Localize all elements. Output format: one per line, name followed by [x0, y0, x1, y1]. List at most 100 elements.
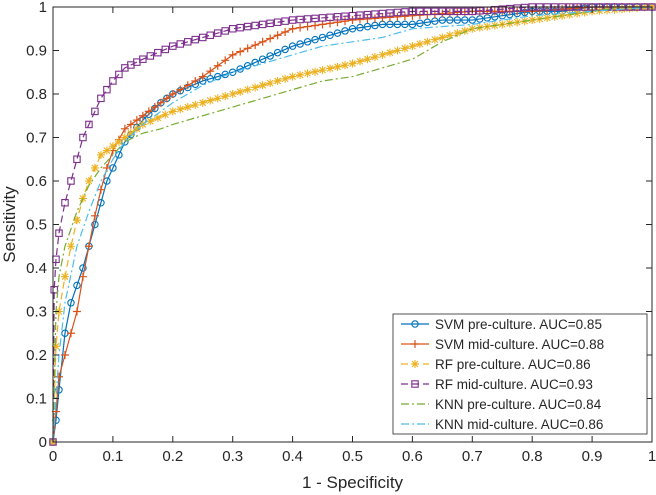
- data-point: [176, 85, 185, 94]
- y-tick-label: 0.3: [26, 304, 47, 321]
- data-point: [341, 61, 350, 70]
- data-point: [251, 83, 260, 92]
- data-point: [206, 67, 215, 76]
- data-point: [266, 52, 274, 60]
- data-point: [266, 19, 274, 28]
- data-point: [132, 124, 141, 133]
- data-point: [120, 133, 129, 142]
- data-point: [355, 15, 364, 24]
- legend-label: RF mid-culture. AUC=0.93: [435, 377, 593, 392]
- data-point: [378, 9, 387, 18]
- data-point: [520, 3, 529, 12]
- data-point: [199, 33, 207, 42]
- legend-label: SVM pre-culture. AUC=0.85: [435, 317, 602, 332]
- data-point: [162, 94, 171, 103]
- data-point: [161, 110, 170, 119]
- data-point: [431, 7, 439, 16]
- data-point: [348, 59, 357, 68]
- data-point: [453, 29, 462, 38]
- data-point: [371, 10, 379, 18]
- data-point: [150, 103, 159, 112]
- legend-label: RF pre-culture. AUC=0.86: [435, 357, 591, 372]
- data-point: [416, 19, 424, 28]
- data-point: [363, 55, 372, 64]
- x-tick-label: 0.1: [102, 448, 123, 465]
- data-point: [408, 20, 417, 29]
- data-point: [303, 22, 312, 31]
- data-point: [416, 7, 424, 16]
- data-point: [393, 46, 402, 55]
- data-point: [356, 11, 364, 19]
- ticks-layer: 0 0.1 0.2 0.3 0.4 0.5 0.6 0.7 0.8 0.9 1 0 0.1 0.2 0.3 0…: [26, 0, 656, 465]
- data-point: [236, 23, 244, 32]
- data-point: [79, 133, 87, 142]
- legend-box: [392, 313, 648, 435]
- y-tick-label: 0: [39, 434, 47, 451]
- data-point: [251, 21, 259, 30]
- data-point: [51, 342, 60, 351]
- x-tick-label: 0: [49, 448, 57, 465]
- y-tick-label: 0.6: [26, 173, 47, 190]
- data-point: [453, 7, 462, 16]
- data-point: [333, 29, 342, 37]
- data-point: [153, 113, 162, 122]
- y-tick-label: 0.7: [26, 130, 47, 147]
- data-point: [363, 10, 372, 19]
- data-point: [213, 94, 222, 103]
- data-point: [243, 22, 252, 31]
- data-point: [363, 14, 372, 23]
- data-point: [96, 185, 105, 194]
- y-axis-title: Sensitivity: [0, 186, 19, 263]
- data-point: [55, 229, 63, 237]
- data-point: [370, 14, 379, 23]
- data-point: [326, 13, 334, 22]
- legend-label: KNN mid-culture. AUC=0.86: [435, 417, 603, 432]
- data-point: [423, 7, 432, 16]
- data-point: [415, 11, 424, 20]
- data-point: [85, 120, 93, 129]
- data-point: [401, 8, 409, 16]
- data-point: [370, 53, 379, 62]
- data-point: [408, 42, 417, 51]
- legend-label: SVM mid-culture. AUC=0.88: [435, 337, 604, 352]
- data-point: [168, 107, 177, 116]
- data-point: [55, 386, 63, 394]
- data-point: [191, 76, 200, 85]
- data-point: [114, 137, 123, 146]
- y-tick-label: 0.1: [26, 391, 47, 408]
- data-point: [303, 38, 312, 46]
- data-point: [66, 329, 75, 338]
- data-point: [198, 98, 207, 107]
- data-point: [156, 98, 165, 107]
- legend-swatch-marker: [411, 320, 419, 328]
- data-point: [91, 107, 99, 116]
- legend: SVM pre-culture. AUC=0.85 SVM mid-culture…: [392, 313, 648, 435]
- data-point: [288, 16, 297, 24]
- data-point: [326, 64, 335, 73]
- data-point: [281, 74, 290, 83]
- data-point: [326, 31, 334, 40]
- legend-entry-4: RF mid-culture. AUC=0.93: [401, 377, 593, 392]
- data-point: [91, 220, 99, 229]
- data-point: [228, 50, 237, 59]
- data-point: [120, 124, 129, 133]
- data-point: [243, 61, 252, 70]
- data-point: [198, 72, 207, 81]
- data-point: [311, 35, 319, 44]
- y-tick-label: 0.8: [26, 86, 47, 103]
- data-point: [595, 6, 604, 15]
- data-point: [498, 5, 506, 13]
- data-point: [228, 90, 237, 98]
- data-point: [60, 272, 69, 281]
- data-point: [176, 105, 185, 114]
- data-point: [296, 70, 305, 79]
- data-point: [505, 4, 514, 13]
- data-point: [206, 96, 215, 105]
- data-point: [446, 7, 454, 16]
- data-point: [72, 216, 81, 225]
- data-point: [296, 15, 304, 24]
- data-point: [400, 44, 409, 53]
- x-tick-label: 0.4: [282, 448, 303, 465]
- data-point: [258, 81, 267, 90]
